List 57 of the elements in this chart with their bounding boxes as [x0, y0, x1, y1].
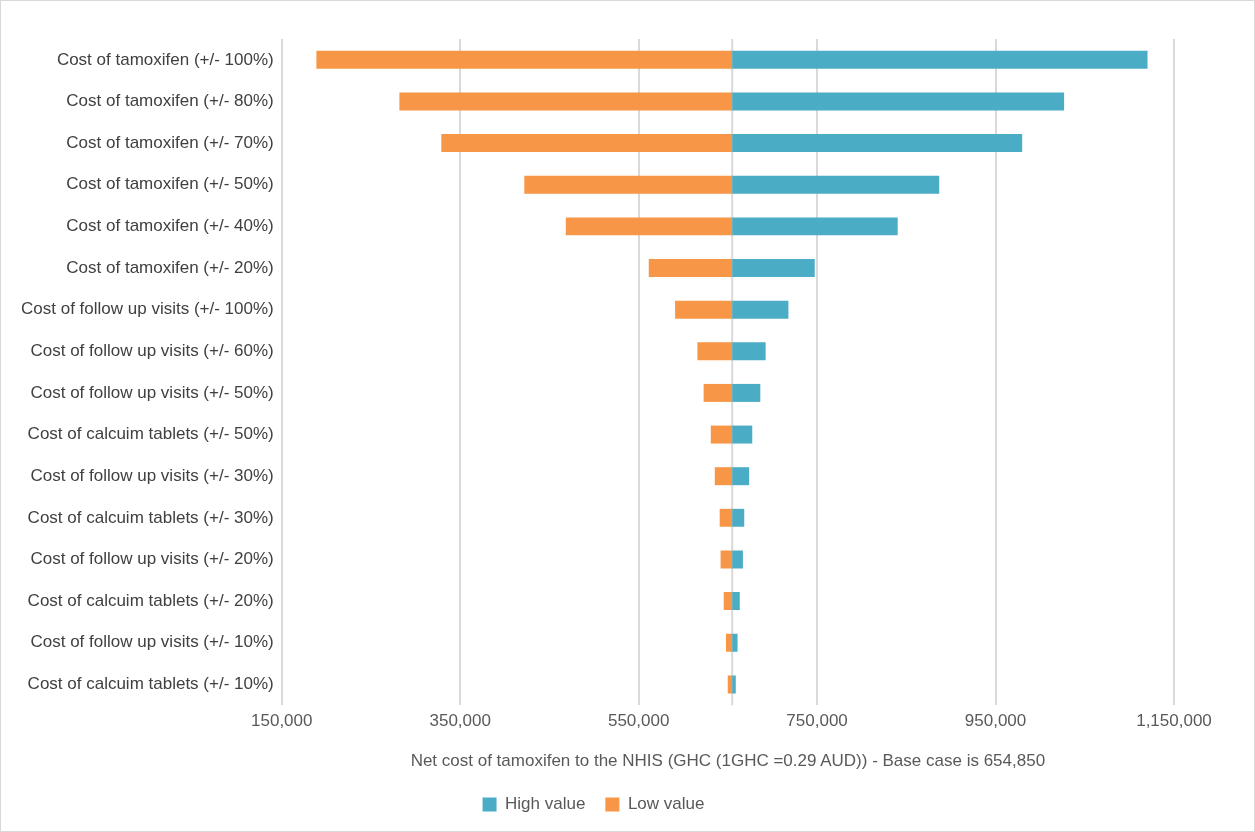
bar [732, 467, 750, 486]
bar [732, 592, 740, 611]
y-tick-label: Cost of calcuim tablets (+/- 10%) [27, 674, 274, 694]
bar [710, 425, 733, 444]
y-tick-label: Cost of follow up visits (+/- 30%) [30, 465, 274, 485]
y-tick-label: Cost of follow up visits (+/- 50%) [30, 382, 274, 402]
bar [732, 259, 815, 277]
y-tick-label: Cost of follow up visits (+/- 60%) [30, 340, 274, 360]
y-tick-label: Cost of follow up visits (+/- 20%) [30, 549, 274, 569]
bar [675, 300, 733, 319]
x-tick-label: 1,150,000 [1136, 711, 1212, 731]
bar [732, 92, 1065, 111]
y-tick-label: Cost of tamoxifen (+/- 70%) [66, 132, 274, 152]
bar [441, 134, 733, 153]
bar [316, 50, 733, 69]
bar [732, 675, 736, 694]
bar [524, 175, 733, 194]
y-tick-label: Cost of tamoxifen (+/- 40%) [66, 216, 274, 236]
x-tick-label: 550,000 [607, 711, 670, 731]
bar [732, 633, 738, 652]
y-tick-label: Cost of calcuim tablets (+/- 20%) [27, 590, 274, 610]
bar [732, 425, 753, 444]
bar [565, 217, 733, 236]
bar [720, 550, 733, 569]
y-tick-label: Cost of follow up visits (+/- 10%) [30, 632, 274, 652]
x-tick-label: 750,000 [786, 711, 848, 731]
bar [723, 592, 733, 611]
bar [703, 383, 733, 402]
bar [732, 134, 1023, 153]
y-tick-label: Cost of tamoxifen (+/- 50%) [66, 174, 274, 194]
bar [732, 508, 745, 527]
bar [714, 467, 733, 486]
bar [732, 300, 789, 319]
y-tick-label: Cost of tamoxifen (+/- 80%) [66, 91, 274, 111]
bar [727, 675, 733, 694]
bar [399, 92, 733, 111]
y-tick-label: Cost of calcuim tablets (+/- 30%) [27, 507, 274, 527]
bar [725, 633, 733, 652]
y-tick-label: Cost of calcuim tablets (+/- 50%) [27, 424, 274, 444]
bar [719, 508, 733, 527]
bar [732, 217, 898, 236]
bar [648, 259, 733, 277]
legend-label: High value [505, 794, 586, 814]
y-tick-label: Cost of tamoxifen (+/- 100%) [56, 49, 274, 69]
x-axis-title: Net cost of tamoxifen to the NHIS (GHC (1GHC =0.29 AUD)) - Base case is 654,850 [410, 751, 1046, 771]
x-tick-label: 950,000 [964, 711, 1027, 731]
x-tick-label: 350,000 [429, 711, 491, 731]
x-tick-label: 150,000 [251, 711, 313, 731]
bar [732, 175, 940, 194]
bar [732, 550, 743, 569]
bar [732, 342, 766, 361]
y-tick-label: Cost of tamoxifen (+/- 20%) [66, 257, 274, 277]
legend-label: Low value [627, 794, 705, 814]
bar [697, 342, 733, 361]
bar [732, 383, 761, 402]
bar [732, 50, 1148, 69]
y-tick-label: Cost of follow up visits (+/- 100%) [21, 299, 274, 319]
